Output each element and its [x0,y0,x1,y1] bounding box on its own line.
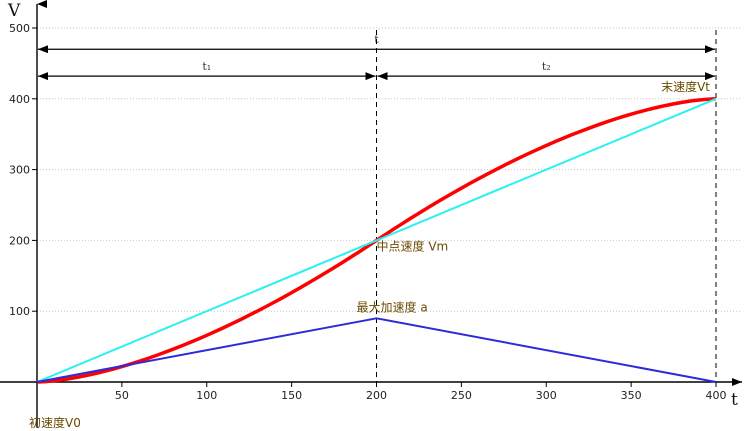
span-label: t₂ [542,60,551,73]
acceleration-line [36,317,717,383]
span-label: t₁ [202,60,211,73]
x-tick-label: 400 [706,389,727,402]
y-tick-label: 100 [9,305,30,318]
grid [37,27,742,312]
x-axis-label: t [731,390,738,410]
annotation-label: 初速度V0 [29,415,81,430]
annotation-label: 末速度Vt [661,79,710,94]
series-lines [36,97,717,384]
annotation-label: 最大加速度 a [357,299,428,314]
y-axis-label: V [7,1,21,21]
annotations: 末速度Vt 中点速度 Vm 最大加速度 a 初速度V0 [29,79,710,430]
x-tick-label: 100 [196,389,217,402]
x-tick-label: 50 [115,389,129,402]
vertical-markers [376,30,717,382]
x-tick-label: 200 [366,389,387,402]
y-tick-label: 500 [9,22,30,35]
linear-velocity-line [36,97,717,383]
y-tick-label: 400 [9,93,30,106]
x-tick-label: 300 [536,389,557,402]
annotation-label: 中点速度 Vm [377,238,449,253]
y-tick-label: 300 [9,164,30,177]
x-tick-label: 350 [621,389,642,402]
x-tick-label: 150 [281,389,302,402]
y-tick-label: 200 [9,234,30,247]
x-tick-label: 250 [451,389,472,402]
tick-labels: 50 100 150 200 250 300 350 400 100 200 300 400 500 [9,22,727,402]
